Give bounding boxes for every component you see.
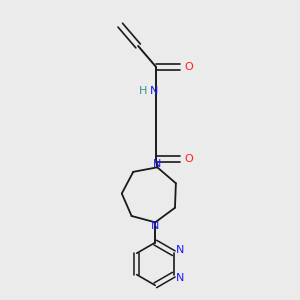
Text: H: H — [138, 85, 147, 96]
Text: O: O — [184, 62, 193, 72]
Text: N: N — [176, 245, 184, 255]
Text: N: N — [153, 159, 161, 169]
Text: N: N — [150, 85, 159, 96]
Text: O: O — [184, 154, 193, 164]
Text: N: N — [151, 221, 159, 231]
Text: N: N — [176, 273, 184, 283]
